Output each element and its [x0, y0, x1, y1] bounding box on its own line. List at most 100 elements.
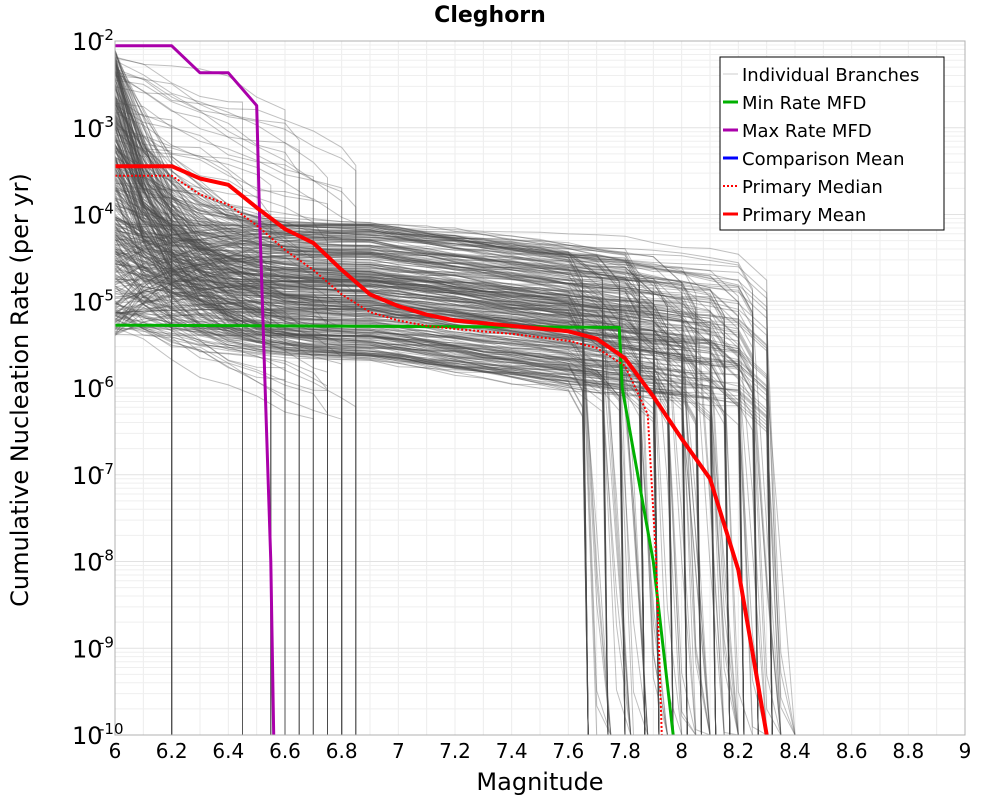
individual-branch-line	[114, 197, 660, 736]
x-tick-label: 7	[392, 739, 405, 763]
individual-branch-line	[114, 88, 649, 736]
individual-branch-line	[114, 124, 702, 736]
individual-branch-line	[114, 225, 759, 736]
individual-branch-line	[114, 67, 731, 736]
individual-branch-line	[114, 70, 646, 736]
y-tick-exponent: -9	[99, 633, 114, 651]
individual-branch-line	[114, 285, 674, 736]
individual-branch-line	[114, 104, 759, 736]
individual-branch-line	[114, 287, 286, 735]
individual-branch-line	[114, 151, 759, 736]
x-tick-label: 7.8	[609, 739, 641, 763]
y-tick-base: 10	[72, 635, 103, 663]
individual-branch-line	[114, 157, 773, 736]
individual-branch-line	[114, 237, 660, 736]
individual-branch-line	[114, 248, 343, 735]
individual-branch-line	[114, 56, 674, 736]
individual-branch-line	[114, 59, 773, 736]
individual-branch-line	[114, 270, 612, 736]
individual-branch-line	[114, 239, 674, 736]
individual-branch-line	[114, 252, 660, 736]
x-tick-label: 8	[675, 739, 688, 763]
individual-branch-line	[114, 224, 660, 736]
individual-branch-line	[114, 246, 731, 736]
individual-branch-line	[114, 295, 739, 736]
y-tick-label: 10-3	[72, 113, 114, 143]
individual-branch-line	[114, 62, 745, 736]
y-tick-exponent: -4	[99, 200, 114, 218]
individual-branch-line	[114, 102, 612, 736]
y-tick-base: 10	[72, 375, 103, 403]
individual-branch-line	[114, 57, 674, 736]
individual-branch-line	[114, 224, 646, 736]
y-tick-exponent: -10	[99, 720, 124, 738]
individual-branch-line	[114, 218, 589, 736]
individual-branch-line	[114, 182, 243, 735]
individual-branch-line	[114, 187, 272, 735]
individual-branch-line	[114, 225, 609, 736]
individual-branch-line	[114, 269, 286, 735]
individual-branch-line	[114, 183, 745, 736]
legend-item-primary-median: Primary Median	[723, 177, 883, 198]
y-tick-exponent: -3	[99, 113, 114, 131]
individual-branch-line	[114, 219, 745, 736]
individual-branch-line	[114, 262, 648, 736]
individual-branch-line	[114, 231, 674, 736]
y-tick-base: 10	[72, 462, 103, 490]
individual-branch-line	[114, 77, 646, 736]
individual-branch-line	[114, 267, 717, 736]
individual-branch-line	[114, 260, 702, 736]
individual-branch-line	[114, 161, 646, 736]
individual-branch-line	[114, 56, 674, 736]
individual-branch-line	[114, 259, 173, 735]
x-tick-label: 7.2	[439, 739, 471, 763]
y-tick-exponent: -8	[99, 547, 114, 565]
individual-branch-line	[114, 173, 759, 736]
individual-branch-line	[114, 127, 773, 736]
individual-branch-line	[114, 59, 739, 736]
individual-branch-line	[114, 50, 731, 736]
y-tick-label: 10-5	[72, 286, 114, 316]
individual-branch-line	[114, 243, 173, 735]
individual-branch-line	[114, 326, 674, 736]
individual-branch-line	[114, 265, 688, 736]
individual-branch-line	[114, 259, 609, 736]
individual-branch-line	[114, 138, 717, 736]
individual-branch-line	[114, 86, 668, 736]
x-tick-label: 6.6	[269, 739, 301, 763]
individual-branch-line	[114, 274, 688, 736]
individual-branch-line	[114, 231, 660, 736]
individual-branch-line	[114, 203, 773, 736]
individual-branch-line	[114, 63, 731, 736]
individual-branch-line	[114, 137, 759, 736]
individual-branch-line	[114, 217, 272, 735]
individual-branch-line	[114, 223, 286, 735]
individual-branch-line	[114, 230, 745, 736]
individual-branch-line	[114, 87, 674, 736]
individual-branch-line	[114, 82, 702, 736]
individual-branch-line	[114, 279, 731, 736]
individual-branch-line	[114, 248, 328, 735]
individual-branch-line	[114, 125, 796, 736]
individual-branch-line	[114, 309, 328, 735]
individual-branch-line	[114, 122, 314, 735]
individual-branch-line	[114, 64, 609, 736]
individual-branch-line	[114, 195, 702, 736]
individual-branch-line	[114, 296, 688, 736]
individual-branch-line	[114, 235, 745, 736]
individual-branch-line	[114, 278, 589, 736]
individual-branch-line	[114, 233, 668, 736]
individual-branch-line	[114, 114, 702, 736]
individual-branch-line	[114, 186, 773, 736]
individual-branch-line	[114, 306, 328, 735]
x-tick-label: 6.2	[156, 739, 188, 763]
individual-branch-line	[114, 84, 688, 736]
legend-item-max-rate-mfd: Max Rate MFD	[723, 121, 872, 142]
series-line-primary-mean	[115, 164, 769, 736]
individual-branch-line	[114, 63, 773, 736]
individual-branch-line	[114, 231, 688, 736]
individual-branch-line	[114, 127, 357, 735]
individual-branch-line	[114, 230, 725, 736]
individual-branch-line	[114, 281, 745, 736]
individual-branch-line	[114, 286, 759, 736]
